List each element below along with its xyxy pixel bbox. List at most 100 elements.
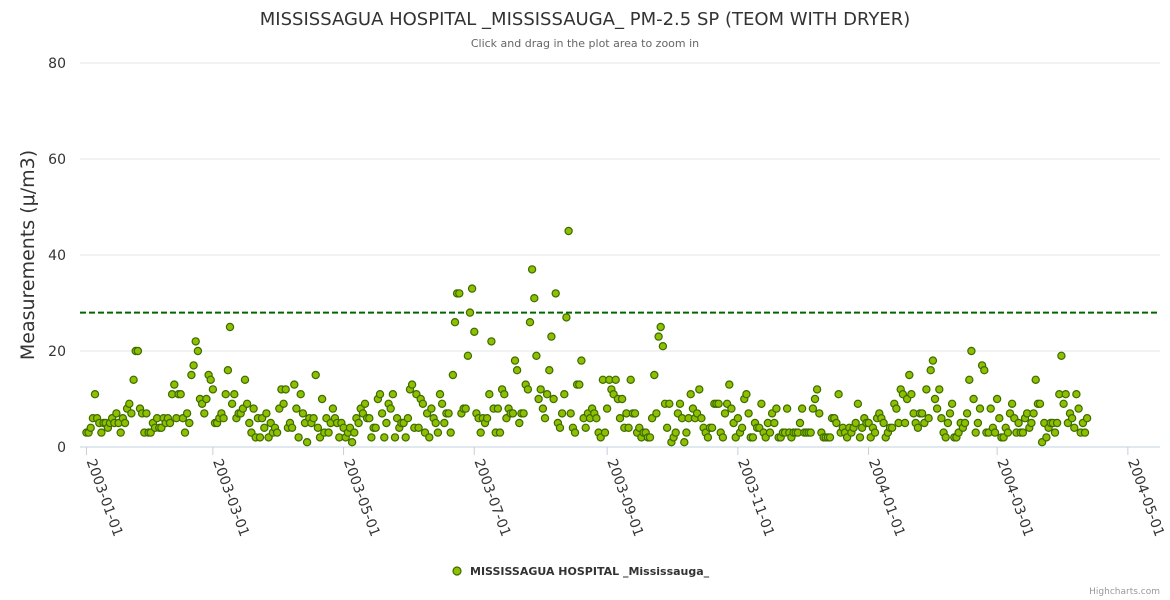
data-point[interactable] <box>317 394 327 404</box>
data-point[interactable] <box>435 390 445 399</box>
data-point[interactable] <box>962 409 972 418</box>
data-point[interactable] <box>834 390 843 399</box>
data-point[interactable] <box>200 409 209 418</box>
data-point[interactable] <box>519 409 528 418</box>
data-point[interactable] <box>566 409 575 418</box>
data-point[interactable] <box>671 428 680 437</box>
data-point[interactable] <box>545 366 554 375</box>
data-point[interactable] <box>562 313 571 322</box>
data-point[interactable] <box>975 404 985 413</box>
data-point[interactable] <box>1074 404 1083 413</box>
data-point[interactable] <box>440 418 449 428</box>
data-point[interactable] <box>407 380 417 389</box>
data-point[interactable] <box>575 380 584 389</box>
data-point[interactable] <box>221 390 230 399</box>
data-point[interactable] <box>249 404 258 413</box>
data-point[interactable] <box>112 409 121 418</box>
data-point[interactable] <box>624 423 633 432</box>
data-point[interactable] <box>176 390 185 399</box>
data-point[interactable] <box>1072 390 1081 399</box>
data-point[interactable] <box>482 414 492 423</box>
data-point[interactable] <box>382 418 391 428</box>
data-point[interactable] <box>245 418 254 428</box>
data-point[interactable] <box>808 404 818 413</box>
data-point[interactable] <box>313 423 323 432</box>
data-point[interactable] <box>448 370 458 380</box>
data-point[interactable] <box>654 332 663 341</box>
data-point[interactable] <box>592 414 601 423</box>
data-point[interactable] <box>1014 418 1023 428</box>
data-point[interactable] <box>971 428 980 437</box>
legend[interactable]: MISSISSAGUA HOSPITAL _Mississauga_ <box>452 565 710 578</box>
data-point[interactable] <box>600 428 610 437</box>
data-point[interactable] <box>444 409 453 418</box>
data-point[interactable] <box>187 370 196 380</box>
data-point[interactable] <box>1018 428 1028 437</box>
data-point[interactable] <box>120 418 130 428</box>
data-point[interactable] <box>446 428 455 437</box>
data-point[interactable] <box>986 404 995 413</box>
data-point[interactable] <box>851 418 860 428</box>
data-point[interactable] <box>718 433 728 442</box>
data-point[interactable] <box>418 399 428 408</box>
data-point[interactable] <box>182 409 192 418</box>
data-point[interactable] <box>534 394 543 404</box>
data-point[interactable] <box>825 433 835 442</box>
data-point[interactable] <box>227 399 237 408</box>
data-point[interactable] <box>470 327 479 336</box>
data-point[interactable] <box>302 438 312 447</box>
data-point[interactable] <box>815 409 824 418</box>
data-point[interactable] <box>206 375 215 384</box>
data-points[interactable] <box>82 226 1092 447</box>
data-point[interactable] <box>414 423 423 432</box>
data-point[interactable] <box>928 356 938 365</box>
data-point[interactable] <box>744 409 753 418</box>
data-point[interactable] <box>427 404 436 413</box>
data-point[interactable] <box>675 399 685 408</box>
data-point[interactable] <box>287 423 297 432</box>
data-point[interactable] <box>450 318 460 327</box>
data-point[interactable] <box>645 433 655 442</box>
data-point[interactable] <box>365 414 374 423</box>
data-point[interactable] <box>433 428 443 437</box>
data-point[interactable] <box>617 394 627 404</box>
data-point[interactable] <box>1057 351 1066 360</box>
data-point[interactable] <box>960 418 970 428</box>
data-point[interactable] <box>540 414 550 423</box>
data-point[interactable] <box>703 433 713 442</box>
data-point[interactable] <box>772 404 781 413</box>
data-point[interactable] <box>757 399 766 408</box>
data-point[interactable] <box>255 433 265 442</box>
data-point[interactable] <box>523 385 533 394</box>
credits-link[interactable]: Highcharts.com <box>1089 587 1160 597</box>
data-point[interactable] <box>367 433 376 442</box>
data-point[interactable] <box>810 394 820 404</box>
data-point[interactable] <box>922 385 931 394</box>
data-point[interactable] <box>1050 428 1060 437</box>
data-point[interactable] <box>926 366 935 375</box>
data-point[interactable] <box>980 366 989 375</box>
data-point[interactable] <box>887 423 897 432</box>
data-point[interactable] <box>240 375 250 384</box>
data-point[interactable] <box>538 404 548 413</box>
data-point[interactable] <box>309 414 318 423</box>
data-point[interactable] <box>907 390 916 399</box>
data-point[interactable] <box>581 423 590 432</box>
data-point[interactable] <box>401 433 410 442</box>
data-point[interactable] <box>905 370 914 380</box>
plot-area[interactable] <box>80 63 1160 447</box>
data-point[interactable] <box>375 390 385 399</box>
data-point[interactable] <box>564 226 573 236</box>
data-point[interactable] <box>125 399 134 408</box>
data-point[interactable] <box>495 428 505 437</box>
legend-marker-icon[interactable] <box>452 566 462 576</box>
data-point[interactable] <box>812 385 822 394</box>
data-point[interactable] <box>328 404 338 413</box>
data-point[interactable] <box>142 409 151 418</box>
data-point[interactable] <box>570 428 580 437</box>
data-point[interactable] <box>680 438 689 447</box>
data-point[interactable] <box>737 423 747 432</box>
data-point[interactable] <box>1042 433 1051 442</box>
data-point[interactable] <box>354 418 363 428</box>
data-point[interactable] <box>665 399 674 408</box>
